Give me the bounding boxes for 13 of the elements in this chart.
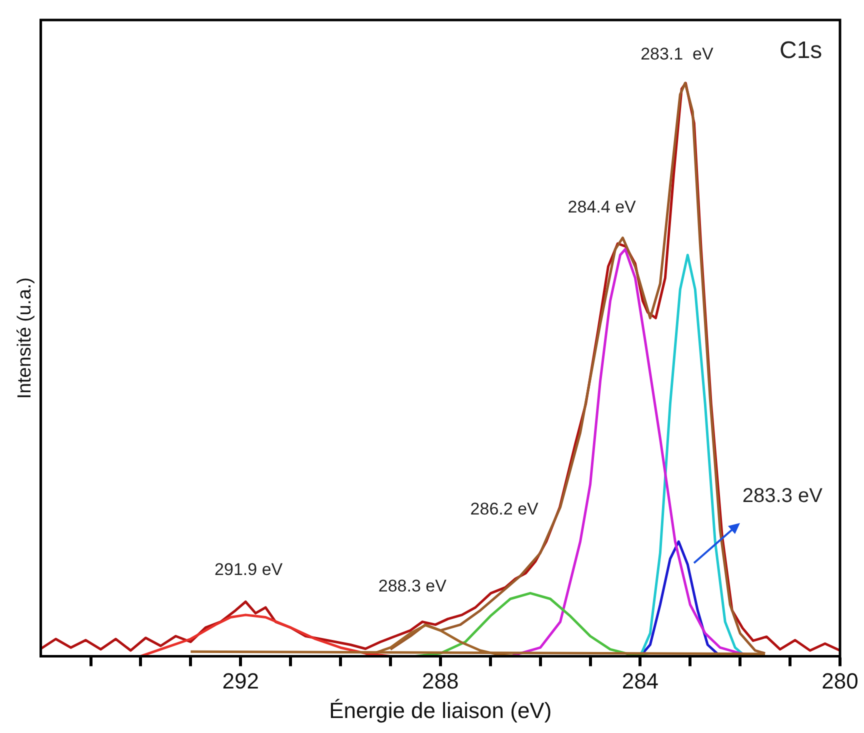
annotation: 284.4 eV — [568, 197, 637, 216]
annotation: 283.3 eV — [742, 485, 824, 508]
x-tick-label: 284 — [622, 668, 659, 694]
annotation: 286.2 eV — [470, 500, 540, 519]
x-tick-label: 280 — [822, 668, 858, 694]
y-axis-title: Intensité (u.a.) — [14, 277, 36, 399]
annotation: 288.3 eV — [378, 576, 448, 596]
x-axis-title: Énergie de liaison (eV) — [329, 698, 552, 723]
x-tick-label: 292 — [222, 668, 259, 694]
text: C1s — [779, 36, 822, 64]
text: 283.1 eV — [640, 44, 714, 64]
x-tick-label: 288 — [422, 668, 459, 694]
annotation: 291.9 eV — [214, 560, 284, 579]
